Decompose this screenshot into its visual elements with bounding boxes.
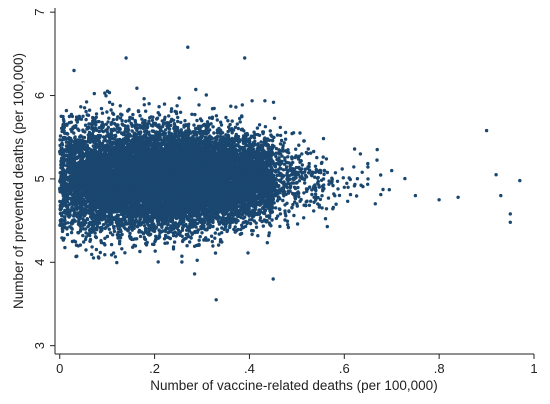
- scatter-point: [107, 116, 111, 120]
- scatter-point: [87, 108, 92, 112]
- scatter-point: [100, 111, 105, 115]
- scatter-point: [283, 209, 287, 213]
- scatter-point: [278, 133, 283, 138]
- scatter-point: [198, 235, 202, 239]
- scatter-point: [255, 126, 260, 130]
- scatter-point: [110, 102, 115, 107]
- scatter-point: [123, 124, 127, 128]
- scatter-point: [379, 192, 383, 197]
- scatter-point: [150, 118, 155, 123]
- scatter-point: [358, 152, 363, 156]
- scatter-point: [323, 217, 328, 221]
- scatter-point: [297, 179, 302, 183]
- scatter-point: [123, 251, 127, 255]
- scatter-point: [200, 231, 204, 235]
- scatter-point: [104, 94, 108, 98]
- scatter-point: [326, 196, 331, 200]
- scatter-point: [94, 247, 99, 252]
- scatter-point: [366, 161, 370, 166]
- scatter-point: [82, 106, 87, 110]
- scatter-point: [131, 245, 135, 249]
- scatter-point: [345, 181, 349, 185]
- scatter-point: [142, 224, 147, 228]
- scatter-point: [281, 168, 286, 172]
- scatter-point: [142, 97, 146, 101]
- scatter-point: [282, 141, 286, 145]
- scatter-point: [254, 225, 259, 229]
- scatter-point: [213, 231, 217, 235]
- scatter-point: [215, 227, 219, 231]
- scatter-point: [150, 242, 155, 246]
- scatter-point: [313, 175, 317, 179]
- scatter-point: [115, 260, 119, 265]
- scatter-point: [303, 181, 307, 185]
- scatter-point: [352, 165, 356, 169]
- scatter-point: [212, 131, 216, 135]
- scatter-point: [190, 112, 194, 117]
- scatter-point: [295, 222, 300, 226]
- scatter-point: [403, 176, 407, 181]
- scatter-point: [292, 213, 296, 218]
- scatter-point: [107, 100, 112, 105]
- scatter-point: [99, 239, 103, 243]
- scatter-point: [92, 91, 97, 96]
- scatter-point: [138, 114, 142, 118]
- scatter-point: [297, 143, 301, 147]
- scatter-point: [310, 188, 314, 192]
- scatter-point: [211, 125, 215, 129]
- scatter-point: [235, 122, 239, 126]
- scatter-points: [58, 45, 522, 302]
- scatter-point: [198, 117, 203, 121]
- scatter-point: [118, 104, 123, 108]
- scatter-point: [138, 234, 143, 239]
- scatter-point: [192, 272, 197, 276]
- scatter-point: [102, 241, 106, 246]
- scatter-point: [373, 202, 377, 206]
- scatter-point: [157, 113, 162, 117]
- scatter-point: [176, 119, 180, 124]
- scatter-point: [190, 232, 194, 236]
- scatter-point: [214, 114, 219, 118]
- scatter-point: [94, 115, 99, 120]
- scatter-point: [63, 245, 67, 250]
- scatter-point: [155, 116, 160, 120]
- scatter-point: [320, 194, 324, 198]
- scatter-point: [283, 130, 288, 135]
- scatter-point: [315, 155, 319, 160]
- scatter-point: [79, 134, 83, 138]
- scatter-point: [94, 112, 99, 116]
- scatter-point: [312, 149, 316, 154]
- scatter-point: [281, 198, 285, 203]
- scatter-point: [298, 131, 302, 135]
- scatter-point: [69, 230, 74, 235]
- scatter-point: [120, 247, 124, 251]
- scatter-point: [108, 231, 113, 235]
- scatter-point: [112, 224, 116, 229]
- scatter-point: [176, 115, 180, 120]
- scatter-point: [118, 239, 122, 243]
- scatter-point: [69, 127, 73, 132]
- scatter-point: [153, 249, 157, 253]
- scatter-point: [225, 229, 229, 234]
- scatter-point: [348, 192, 353, 197]
- scatter-point: [272, 116, 277, 121]
- scatter-point: [278, 224, 282, 229]
